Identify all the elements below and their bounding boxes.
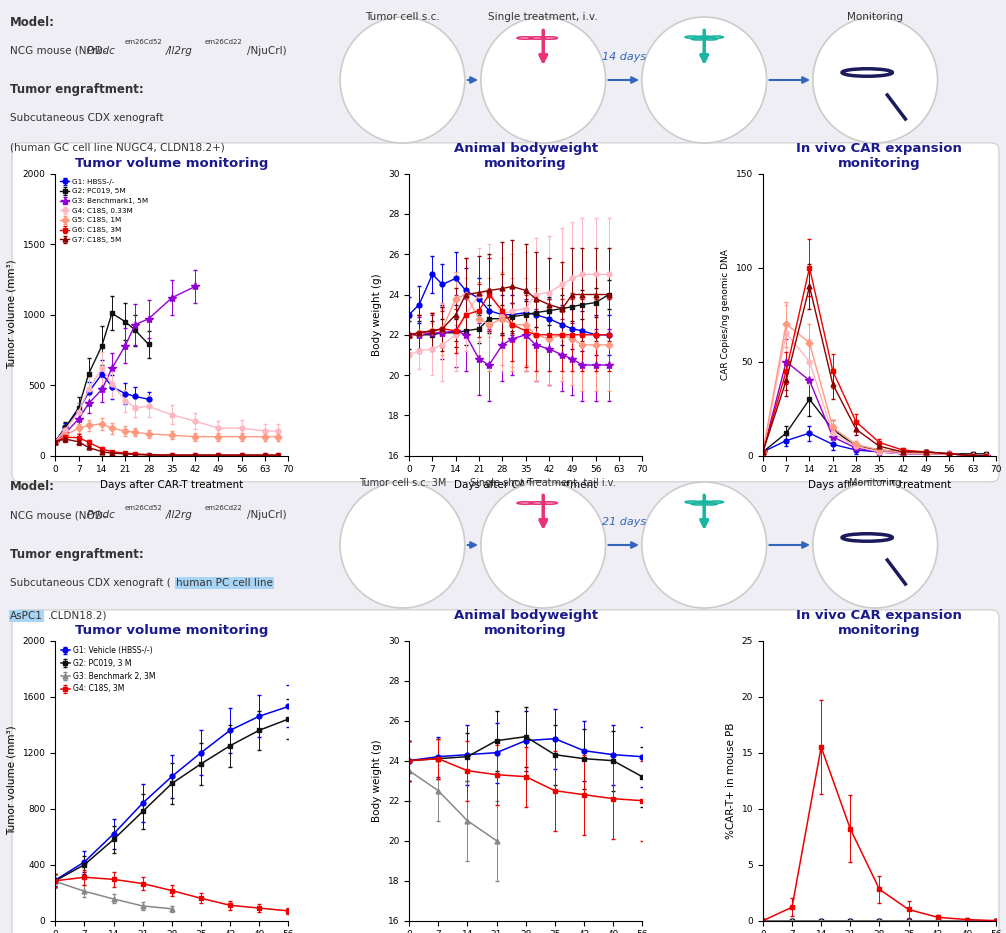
Text: Single shot Treatment, tail i.v.: Single shot Treatment, tail i.v. <box>471 478 616 488</box>
Text: em26Cd52: em26Cd52 <box>125 505 163 510</box>
Text: .CLDN18.2): .CLDN18.2) <box>48 611 108 621</box>
Y-axis label: CAR Copies/ng genomic DNA: CAR Copies/ng genomic DNA <box>721 249 730 380</box>
Y-axis label: Body weight (g): Body weight (g) <box>372 739 382 822</box>
Text: Tumor engraftment:: Tumor engraftment: <box>10 548 144 561</box>
Text: Tumor cell s.c. 3M: Tumor cell s.c. 3M <box>359 478 446 488</box>
Text: Single treatment, i.v.: Single treatment, i.v. <box>489 12 598 22</box>
Text: Prkdc: Prkdc <box>87 46 116 55</box>
Title: Animal bodyweight
monitoring: Animal bodyweight monitoring <box>454 608 598 636</box>
Y-axis label: %CAR-T+ in mouse PB: %CAR-T+ in mouse PB <box>726 722 736 839</box>
Text: Tumor engraftment:: Tumor engraftment: <box>10 83 144 96</box>
Legend: G1: HBSS-/-, G2: PC019, 5M, G3: Benchmark1, 5M, G4: C18S, 0.33M, G5: C18S, 1M, G: G1: HBSS-/-, G2: PC019, 5M, G3: Benchmar… <box>59 177 150 244</box>
Ellipse shape <box>813 482 938 608</box>
Text: em26Cd52: em26Cd52 <box>125 39 163 46</box>
X-axis label: Days after CAR-T treatment: Days after CAR-T treatment <box>101 480 243 490</box>
Text: em26Cd22: em26Cd22 <box>204 39 242 46</box>
Text: 21 days: 21 days <box>602 517 646 527</box>
Title: In vivo CAR expansion
monitoring: In vivo CAR expansion monitoring <box>797 142 963 170</box>
Title: Tumor volume monitoring: Tumor volume monitoring <box>75 157 269 170</box>
Ellipse shape <box>481 482 606 608</box>
Ellipse shape <box>642 17 767 143</box>
Text: 14 days: 14 days <box>602 52 646 62</box>
Text: NCG mouse (NOD-: NCG mouse (NOD- <box>10 46 107 55</box>
Text: Prkdc: Prkdc <box>87 510 116 521</box>
Text: /Il2rg: /Il2rg <box>166 46 193 55</box>
Y-axis label: Body weight (g): Body weight (g) <box>372 273 382 356</box>
Text: Tumor cell s.c.: Tumor cell s.c. <box>365 12 440 22</box>
Text: NCG mouse (NOD-: NCG mouse (NOD- <box>10 510 107 521</box>
Text: Subcutaneous CDX xenograft: Subcutaneous CDX xenograft <box>10 113 164 123</box>
Text: Model:: Model: <box>10 480 55 494</box>
Y-axis label: Tumor volume (mm³): Tumor volume (mm³) <box>7 260 17 369</box>
Y-axis label: Tumor volume (mm³): Tumor volume (mm³) <box>7 726 17 835</box>
Title: In vivo CAR expansion
monitoring: In vivo CAR expansion monitoring <box>797 608 963 636</box>
Text: Model:: Model: <box>10 16 55 29</box>
Text: Monitoring: Monitoring <box>849 478 901 488</box>
Text: (human GC cell line NUGC4, CLDN18.2+): (human GC cell line NUGC4, CLDN18.2+) <box>10 143 224 153</box>
X-axis label: Days after CAR-T treatment: Days after CAR-T treatment <box>808 480 951 490</box>
Ellipse shape <box>481 17 606 143</box>
Legend: G1: Vehicle (HBSS-/-), G2: PC019, 3 M, G3: Benchmark 2, 3M, G4: C18S, 3M: G1: Vehicle (HBSS-/-), G2: PC019, 3 M, G… <box>59 645 157 695</box>
Text: em26Cd22: em26Cd22 <box>204 505 242 510</box>
Ellipse shape <box>642 482 767 608</box>
Title: Animal bodyweight
monitoring: Animal bodyweight monitoring <box>454 142 598 170</box>
Text: /Il2rg: /Il2rg <box>166 510 193 521</box>
Text: /NjuCrl): /NjuCrl) <box>247 510 287 521</box>
Ellipse shape <box>813 17 938 143</box>
Text: AsPC1: AsPC1 <box>10 611 43 621</box>
Text: Monitoring: Monitoring <box>847 12 903 22</box>
Text: Subcutaneous CDX xenograft (: Subcutaneous CDX xenograft ( <box>10 578 171 588</box>
Text: human PC cell line: human PC cell line <box>176 578 273 588</box>
X-axis label: Days after CAR-T treatment: Days after CAR-T treatment <box>454 480 598 490</box>
Ellipse shape <box>340 17 465 143</box>
Text: /NjuCrl): /NjuCrl) <box>247 46 287 55</box>
Ellipse shape <box>340 482 465 608</box>
Title: Tumor volume monitoring: Tumor volume monitoring <box>75 624 269 636</box>
